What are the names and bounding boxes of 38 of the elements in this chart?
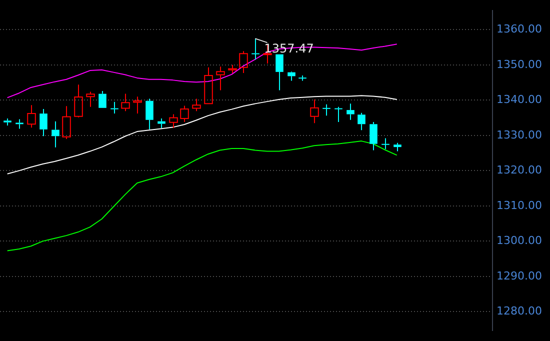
- candlestick: [298, 74, 306, 82]
- candlestick: [276, 54, 284, 91]
- candlestick: [52, 120, 60, 148]
- candlestick: [334, 106, 342, 123]
- y-tick-label: 1280.00: [496, 304, 542, 318]
- y-tick-label: 1320.00: [496, 164, 542, 177]
- candlestick: [110, 101, 118, 114]
- candlestick: [192, 98, 201, 112]
- candlestick: [98, 90, 106, 108]
- candlestick: [382, 138, 390, 150]
- candlestick: [158, 118, 166, 129]
- candlestick: [27, 104, 36, 128]
- candlestick: [394, 142, 402, 152]
- y-tick-label: 1350.00: [496, 58, 542, 71]
- candlestick: [322, 104, 330, 116]
- y-tick-label: 1310.00: [496, 198, 542, 212]
- y-tick-label: 1360.00: [496, 22, 542, 36]
- y-tick-label: 1300.00: [496, 234, 542, 248]
- candlestick: [16, 118, 24, 130]
- candlestick: [86, 91, 95, 108]
- candlestick: [370, 122, 378, 151]
- candlestick: [216, 66, 225, 91]
- candlestick: [4, 118, 12, 126]
- y-tick-label: 1330.00: [496, 128, 542, 142]
- candlestick: [146, 98, 154, 130]
- candlestick: [169, 114, 178, 129]
- candlestick: [252, 38, 260, 60]
- candlestick: [133, 96, 142, 114]
- y-tick-label: 1340.00: [496, 93, 542, 106]
- candlestick: [74, 84, 83, 118]
- candlestick: [62, 106, 71, 140]
- candlestick: [40, 108, 48, 137]
- candlestick: [346, 103, 354, 120]
- y-tick-label: 1290.00: [496, 269, 542, 282]
- candlestick: [310, 98, 319, 124]
- candlestick: [358, 112, 366, 131]
- candlestick: [288, 72, 296, 82]
- candlestick: [121, 93, 130, 112]
